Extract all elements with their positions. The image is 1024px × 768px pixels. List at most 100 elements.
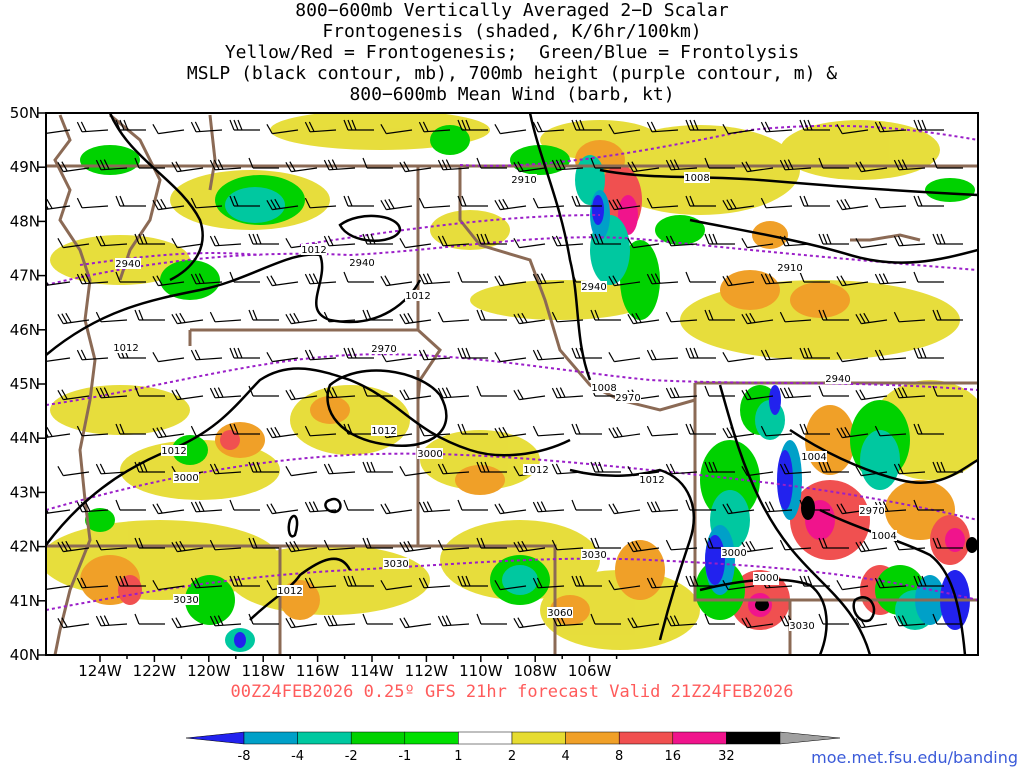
colorbar-arrow-left [185, 731, 245, 745]
wind-barb [760, 349, 793, 361]
colorbar-segment [350, 731, 406, 745]
wind-barb [46, 275, 71, 287]
wind-barb [95, 235, 128, 247]
wind-barb [799, 575, 830, 587]
height-contour-label: 3000 [417, 449, 442, 460]
wind-barb [437, 387, 470, 399]
wind-barb [95, 539, 128, 551]
wind-barb [152, 275, 185, 287]
wind-barb [266, 426, 299, 439]
wind-barb [722, 275, 755, 287]
height-contour-label: 3030 [383, 559, 408, 570]
wind-barb [704, 385, 735, 397]
wind-barb [304, 577, 337, 589]
wind-barb [893, 463, 926, 475]
wind-barb [476, 385, 507, 397]
wind-barb [646, 425, 679, 437]
wind-barb [874, 121, 907, 133]
wind-barb [134, 461, 165, 473]
wind-barb [722, 503, 755, 515]
wind-barb [627, 312, 660, 325]
wind-barb [152, 426, 185, 439]
wind-barb [209, 159, 242, 171]
wind-barb [343, 575, 374, 587]
wind-barb [457, 347, 488, 359]
wind-barb [380, 123, 413, 135]
title-line: 800−600mb Mean Wind (barb, kt) [349, 84, 675, 105]
credit-link[interactable]: moe.met.fsu.edu/banding [811, 748, 1018, 767]
wind-barb [608, 275, 641, 287]
wind-barb [836, 275, 869, 287]
wind-barb [399, 617, 432, 629]
wind-barb [285, 540, 318, 553]
wind-barb [741, 465, 774, 477]
wind-barb [799, 195, 830, 207]
wind-barb [266, 198, 299, 211]
wind-barb [779, 463, 812, 475]
height-contour-label: 3030 [173, 595, 198, 606]
wind-barb [627, 161, 660, 173]
wind-barb [248, 537, 279, 549]
wind-barb [209, 615, 242, 627]
wind-barb [229, 575, 260, 587]
wind-barb [685, 347, 716, 359]
wind-barb [229, 271, 260, 283]
wind-barb [46, 585, 71, 591]
mslp-contour-label: 1012 [113, 343, 138, 354]
wind-barb [760, 121, 793, 133]
wind-barb [590, 233, 621, 245]
wind-barb [760, 425, 793, 437]
wind-barb [665, 615, 698, 627]
height-contours [46, 124, 978, 611]
wind-barb [590, 157, 621, 169]
colorbar-segment [618, 731, 674, 745]
wind-barb [115, 575, 146, 587]
mslp-contour-label: 1012 [639, 475, 664, 486]
colorbar-segment [565, 731, 620, 745]
lon-label: 122W [133, 662, 177, 680]
wind-barb [285, 389, 318, 401]
wind-barb [836, 426, 869, 439]
wind-barb [134, 157, 165, 169]
wind-barb [571, 499, 602, 511]
wind-barb [248, 309, 279, 321]
wind-barb [608, 579, 641, 591]
wind-barb [46, 426, 71, 439]
wind-barb [494, 579, 527, 591]
wind-barb [932, 309, 963, 321]
lat-label: 41N [10, 592, 40, 610]
wind-barb [323, 235, 356, 247]
wind-barb [171, 161, 204, 173]
colorbar-segment [511, 731, 566, 745]
wind-barb [913, 195, 944, 207]
wind-barb [285, 465, 318, 477]
wind-barb [494, 426, 527, 439]
wind-barb [57, 540, 90, 553]
wind-barb [893, 311, 926, 323]
wind-barb [76, 501, 109, 513]
wind-barb [152, 579, 185, 591]
mslp-contour-label: 1008 [591, 383, 616, 394]
wind-barb [627, 540, 660, 553]
lat-label: 45N [10, 375, 40, 393]
wind-barb [115, 119, 146, 131]
wind-barb [476, 233, 507, 245]
wind-barb [362, 385, 393, 397]
wind-barb [799, 499, 830, 511]
wind-barb [874, 197, 907, 209]
wind-barb [913, 271, 944, 283]
wind-barb [513, 540, 546, 553]
wind-barb [76, 349, 109, 361]
lat-label: 40N [10, 646, 40, 664]
lat-label: 47N [10, 267, 40, 285]
wind-barb [741, 161, 774, 173]
wind-barb [418, 349, 451, 361]
wind-barb [627, 237, 660, 249]
wind-barb [57, 161, 90, 173]
wind-barb [494, 275, 527, 287]
wind-barb [551, 387, 584, 399]
wind-barb [323, 615, 356, 627]
wind-barb [76, 577, 109, 589]
wind-barb [362, 233, 393, 245]
wind-barb [779, 235, 812, 247]
